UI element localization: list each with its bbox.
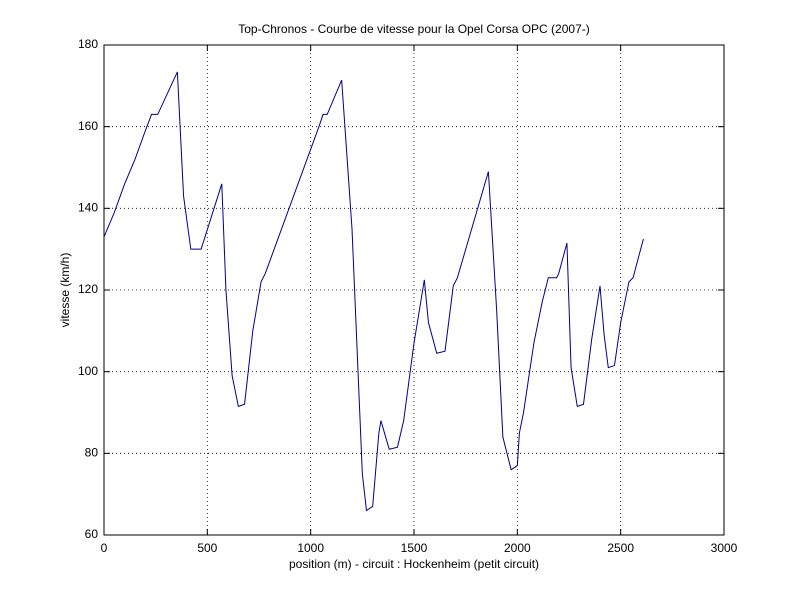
y-tick-label: 120 bbox=[78, 282, 98, 296]
y-tick-label: 160 bbox=[78, 119, 98, 133]
x-tick-label: 0 bbox=[101, 541, 108, 555]
x-tick-label: 2500 bbox=[607, 541, 634, 555]
y-tick-label: 80 bbox=[85, 446, 99, 460]
x-tick-label: 1500 bbox=[401, 541, 428, 555]
y-axis-label: vitesse (km/h) bbox=[58, 253, 72, 328]
x-axis-label: position (m) - circuit : Hockenheim (pet… bbox=[289, 557, 539, 571]
y-tick-label: 140 bbox=[78, 201, 98, 215]
y-tick-label: 60 bbox=[85, 527, 99, 541]
plot-frame bbox=[103, 44, 725, 536]
x-tick-label: 2000 bbox=[504, 541, 531, 555]
x-tick-label: 500 bbox=[197, 541, 217, 555]
y-tick-label: 180 bbox=[78, 37, 98, 51]
x-tick-label: 1000 bbox=[297, 541, 324, 555]
x-tick-label: 3000 bbox=[711, 541, 738, 555]
chart-title: Top-Chronos - Courbe de vitesse pour la … bbox=[238, 22, 590, 36]
speed-line bbox=[103, 71, 644, 512]
y-tick-label: 100 bbox=[78, 364, 98, 378]
